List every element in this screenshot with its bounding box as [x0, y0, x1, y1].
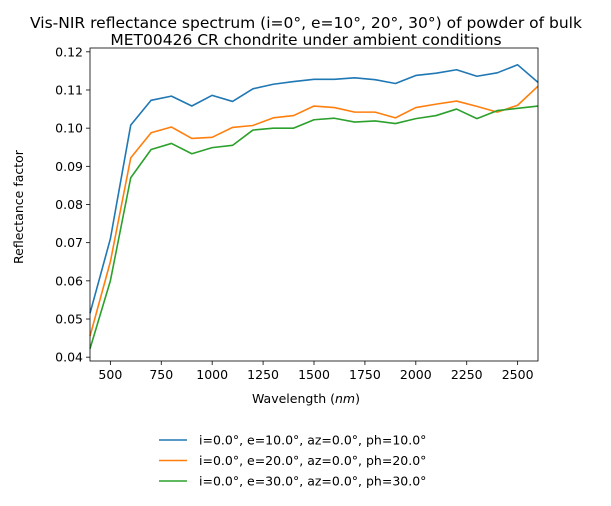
series-line-3: [89, 105, 539, 350]
legend-label-3: i=0.0°, e=30.0°, az=0.0°, ph=30.0°: [199, 474, 426, 489]
y-tick-label: 0.05: [55, 312, 83, 327]
series-line-1: [89, 64, 539, 314]
y-tick-label: 0.11: [55, 82, 83, 97]
x-tick-label: 1500: [298, 367, 330, 382]
y-tick-label: 0.10: [55, 121, 83, 136]
legend-label-1: i=0.0°, e=10.0°, az=0.0°, ph=10.0°: [199, 433, 426, 448]
y-tick-label: 0.12: [55, 44, 83, 59]
legend: i=0.0°, e=10.0°, az=0.0°, ph=10.0° i=0.0°…: [159, 433, 426, 489]
x-axis-label: Wavelength (nm): [252, 391, 360, 406]
x-axis-unit: nm: [335, 391, 355, 406]
plot-frame: [89, 47, 539, 362]
x-tick-label: 2000: [400, 367, 432, 382]
chart-title: Vis-NIR reflectance spectrum (i=0°, e=10…: [30, 14, 582, 32]
y-tick-label: 0.04: [55, 350, 83, 365]
x-tick-label: 1000: [196, 367, 228, 382]
x-tick-label: 2500: [502, 367, 534, 382]
x-tick-label: 750: [149, 367, 173, 382]
x-tick-label: 1250: [247, 367, 279, 382]
x-axis: 500 750 1000 1250 1500 1750 2000 2250 2500: [98, 361, 534, 382]
y-tick-label: 0.07: [55, 235, 83, 250]
x-tick-label: 2250: [451, 367, 483, 382]
y-tick-label: 0.09: [55, 159, 83, 174]
chart-subtitle: MET00426 CR chondrite under ambient cond…: [110, 31, 501, 49]
series-line-2: [89, 85, 539, 337]
x-tick-label: 1750: [349, 367, 381, 382]
y-axis: 0.04 0.05 0.06 0.07 0.08 0.09 0.10 0.11 0.12: [55, 44, 90, 365]
y-tick-label: 0.06: [55, 273, 83, 288]
x-axis-label-text: Wavelength: [252, 391, 326, 406]
x-tick-label: 500: [98, 367, 122, 382]
plot-lines: [89, 64, 539, 350]
y-tick-label: 0.08: [55, 197, 83, 212]
legend-label-2: i=0.0°, e=20.0°, az=0.0°, ph=20.0°: [199, 453, 426, 468]
y-axis-label: Reflectance factor: [11, 149, 26, 264]
